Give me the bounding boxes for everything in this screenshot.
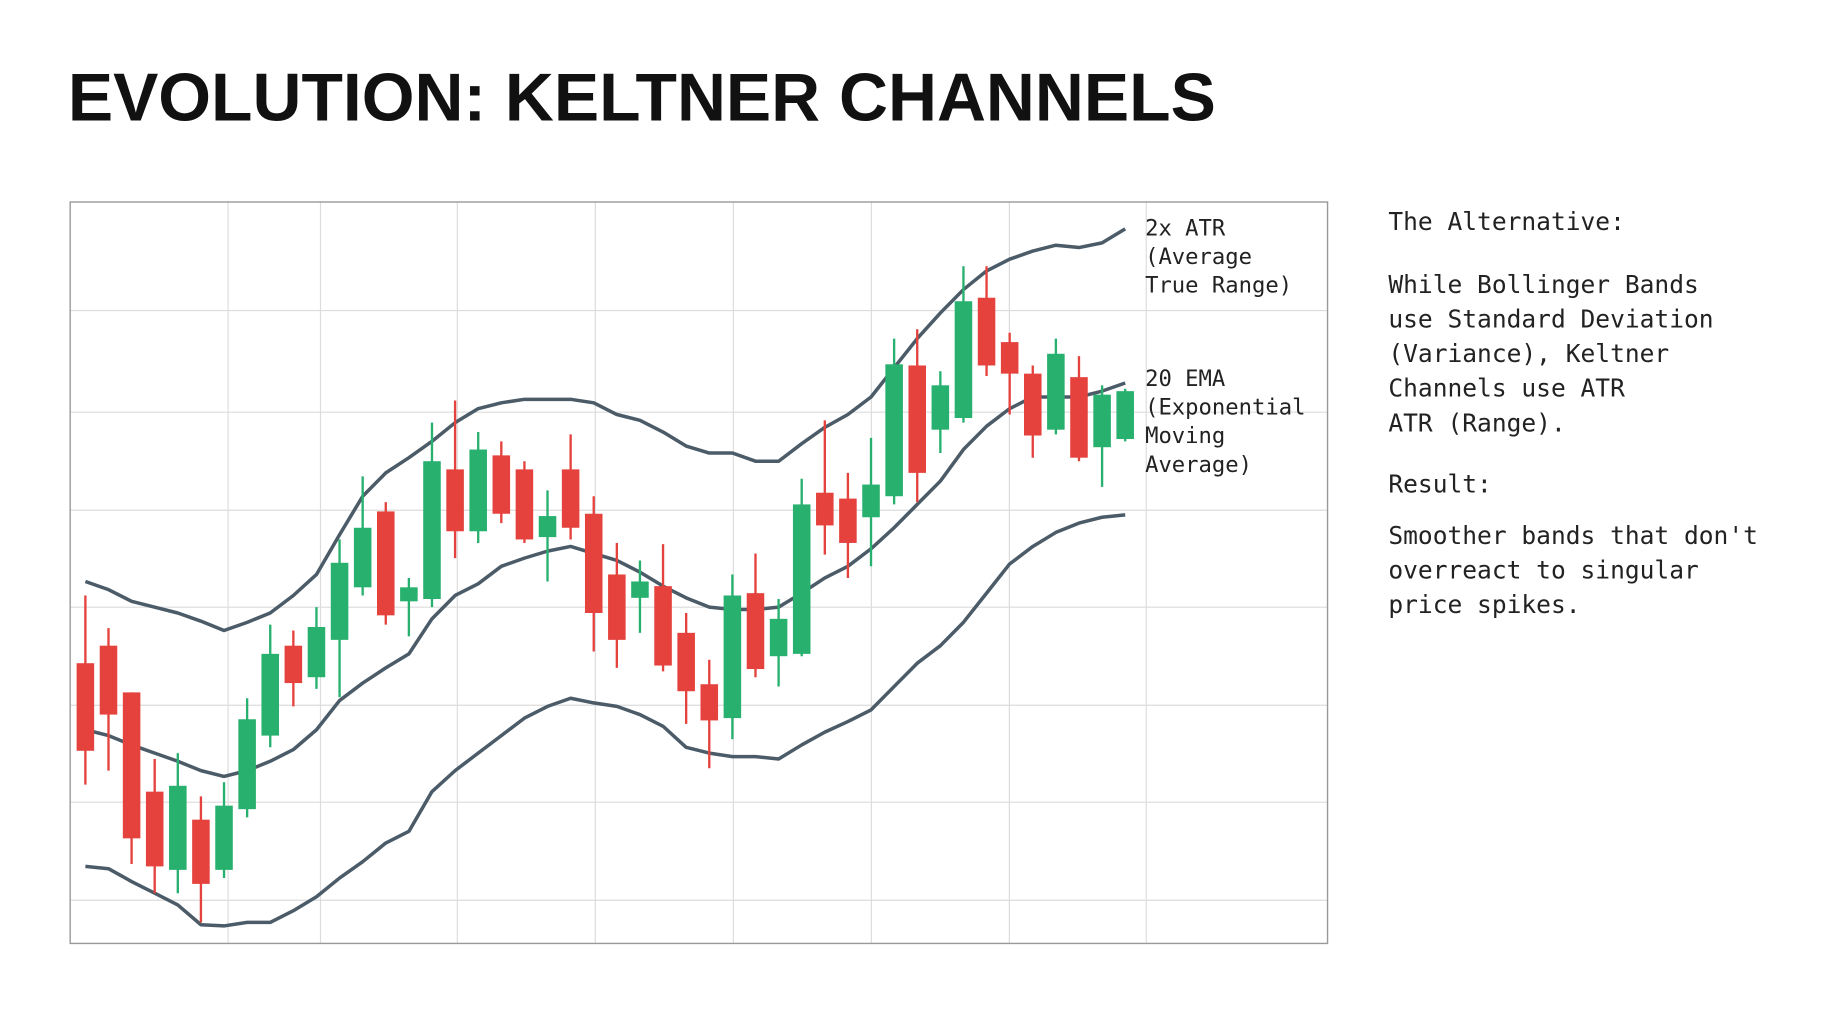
candle-body [377,511,395,616]
annotation-line: Moving [1145,423,1225,449]
candle-body [723,595,742,719]
candle-body [954,301,973,419]
candle-body [1116,391,1134,440]
candle-body [862,484,880,518]
channel-line [84,381,1126,779]
candle-body [931,385,950,430]
sidebar-text: Channels use ATR [1388,374,1625,403]
annotation-line: 20 EMA [1145,366,1225,392]
candle-body [538,516,557,538]
slide-title: EVOLUTION: KELTNER CHANNELS [68,60,1216,135]
candle-body [561,469,580,528]
candle-body [330,562,349,640]
candle-body [1023,373,1042,436]
candle-body [423,461,441,599]
candle-body [238,719,256,810]
candle-body [631,581,649,598]
candle-body [76,663,95,751]
candle-body [1047,353,1065,430]
sidebar-heading: The Alternative: [1388,207,1625,236]
candle-body [515,469,534,540]
sidebar: The Alternative: While Bollinger Bands use… [1388,207,1758,619]
candle-body [654,586,672,666]
sidebar-text: overreact to singular [1388,556,1698,585]
annotation-line: (Exponential [1145,395,1305,421]
candle-body [816,492,834,526]
sidebar-heading: Result: [1388,470,1491,499]
candle-body [885,364,903,497]
sidebar-text: (Variance), Keltner [1388,339,1669,368]
candle-body [446,469,464,532]
annotation-line: 2x ATR [1145,215,1226,241]
annotation-line: (Average [1145,244,1252,270]
candle-body [145,791,164,867]
candle-body [353,527,372,588]
candle-body [192,819,210,884]
channel-line [84,227,1127,633]
candle-body [215,805,233,870]
sidebar-text: use Standard Deviation [1388,305,1713,334]
candle-body [677,632,695,692]
candle-body [307,627,326,678]
candle-body [169,785,187,870]
candle-body [584,513,603,613]
candle-body [769,618,788,657]
sidebar-text: While Bollinger Bands [1388,270,1698,299]
candle-body [700,684,719,721]
sidebar-text: price spikes. [1388,590,1580,619]
candle-body [1000,342,1019,374]
candle-body [746,593,765,670]
candle-body [839,498,857,543]
candle-body [284,645,303,684]
channel-line [85,513,1126,928]
candle-body [492,455,511,514]
candle-body [608,574,626,640]
candle-body [469,449,487,532]
candle-body [261,653,280,736]
candle-body [908,365,927,473]
sidebar-text: Smoother bands that don't [1388,521,1758,550]
candle-body [977,297,996,366]
sidebar-text: ATR (Range). [1388,408,1565,437]
annotation-line: True Range) [1145,273,1292,299]
grid [69,201,1329,945]
plot-frame [69,201,1329,945]
candle-body [99,645,118,715]
candle-body [1093,394,1111,448]
candle-body [400,587,418,602]
candle-body [122,692,141,839]
candle-body [1070,377,1088,458]
candle-body [792,504,811,654]
annotation-line: Average) [1145,452,1252,478]
